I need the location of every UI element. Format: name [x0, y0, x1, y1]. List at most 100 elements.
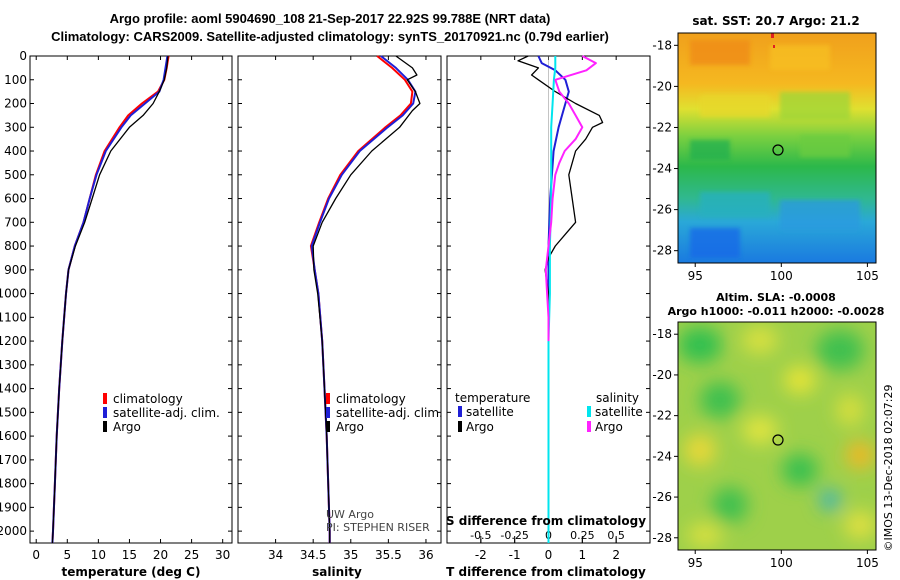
legend-label-s-satellite: satellite — [595, 405, 643, 419]
temperature-xtick-label: 5 — [63, 548, 71, 562]
depth-tick-label: 1600 — [0, 429, 27, 443]
temperature-xtick-label: 15 — [122, 548, 137, 562]
s-diff-tick-label: 0.5 — [607, 529, 625, 542]
legend-swatch-satellite — [103, 407, 107, 418]
sla-lat-tick-label: -24 — [652, 449, 672, 463]
panel-frame-0 — [29, 55, 233, 544]
sal-legend: climatology satellite-adj. clim. Argo UW… — [326, 392, 443, 534]
diff-legend: temperature satellite Argo salinity sate… — [446, 391, 646, 528]
sla-lon-tick-label: 95 — [688, 556, 703, 570]
sst-lat-tick-label: -20 — [652, 79, 672, 93]
depth-tick-label: 1900 — [0, 500, 27, 514]
sst-lat-tick-label: -24 — [652, 162, 672, 176]
depth-tick-label: 700 — [4, 215, 27, 229]
sla-lat-tick-label: -22 — [652, 409, 672, 423]
legend-swatch-satellite — [326, 407, 330, 418]
sal-xlabel: salinity — [312, 565, 362, 579]
legend-label-t-argo: Argo — [466, 420, 494, 434]
credit-stamp: ©IMOS 13-Dec-2018 02:07:29 — [882, 385, 895, 552]
sla-map-title-line1: Altim. SLA: -0.0008 — [716, 291, 836, 304]
legend-label-s-argo: Argo — [595, 420, 623, 434]
temperature-xtick-label: 10 — [91, 548, 106, 562]
s-diff-axis-label: S difference from climatology — [446, 514, 646, 528]
s-diff-tick-label: 0.25 — [570, 529, 595, 542]
temperature-series-climatology — [51, 55, 170, 544]
difference-xtick-label: -2 — [475, 548, 487, 562]
plot-title-line1: Argo profile: aoml 5904690_108 21-Sep-20… — [109, 11, 551, 26]
annotation-uw-argo: UW Argo — [326, 508, 374, 521]
difference-xtick-label: 0 — [545, 548, 553, 562]
sla-map — [678, 322, 876, 550]
depth-tick-label: 400 — [4, 144, 27, 158]
depth-tick-label: 0 — [19, 49, 27, 63]
salinity-xtick-label: 34 — [268, 548, 283, 562]
salinity-xtick-label: 35.5 — [375, 548, 402, 562]
legend-swatch-climatology — [103, 393, 107, 404]
legend-title-salinity: salinity — [596, 391, 639, 405]
depth-tick-label: 1300 — [0, 358, 27, 372]
temp-xlabel: temperature (deg C) — [62, 565, 201, 579]
depth-tick-label: 1500 — [0, 405, 27, 419]
depth-tick-label: 900 — [4, 263, 27, 277]
sla-lat-tick-label: -28 — [652, 531, 672, 545]
depth-tick-label: 300 — [4, 120, 27, 134]
legend-swatch-t-satellite — [458, 406, 462, 417]
temperature-xtick-label: 0 — [32, 548, 40, 562]
salinity-xtick-label: 35 — [343, 548, 358, 562]
salinity-xtick-label: 36 — [418, 548, 433, 562]
salinity-series-argo — [312, 55, 421, 543]
temperature-xtick-label: 25 — [184, 548, 199, 562]
difference-xtick-label: -1 — [509, 548, 521, 562]
legend-label-climatology: climatology — [113, 392, 183, 406]
difference-series-t-satellite — [537, 55, 570, 543]
legend-label-t-satellite: satellite — [466, 405, 514, 419]
depth-tick-label: 1100 — [0, 310, 27, 324]
difference-series-s-argo — [544, 55, 597, 342]
depth-tick-label: 800 — [4, 239, 27, 253]
difference-series-s-satellite — [547, 56, 557, 543]
sst-lat-tick-label: -22 — [652, 120, 672, 134]
legend-label-climatology: climatology — [336, 392, 406, 406]
legend-label-argo: Argo — [336, 420, 364, 434]
sst-map — [678, 33, 876, 263]
depth-tick-label: 500 — [4, 168, 27, 182]
temp-legend: climatology satellite-adj. clim. Argo — [103, 392, 220, 434]
sst-lat-tick-label: -28 — [652, 244, 672, 258]
depth-tick-label: 1800 — [0, 477, 27, 491]
depth-tick-label: 600 — [4, 192, 27, 206]
legend-swatch-s-argo — [587, 421, 591, 432]
legend-label-argo: Argo — [113, 420, 141, 434]
salinity-xtick-label: 34.5 — [300, 548, 327, 562]
s-diff-tick-label: -0.5 — [470, 529, 491, 542]
depth-tick-label: 2000 — [0, 524, 27, 538]
temperature-series-satellite-adj-clim- — [51, 55, 169, 544]
legend-swatch-s-satellite — [587, 406, 591, 417]
difference-xtick-label: 2 — [612, 548, 620, 562]
sst-lat-tick-label: -26 — [652, 203, 672, 217]
difference-series-t-argo — [517, 55, 604, 543]
legend-title-temperature: temperature — [455, 391, 530, 405]
sst-map-title: sat. SST: 20.7 Argo: 21.2 — [692, 14, 859, 28]
depth-tick-label: 100 — [4, 73, 27, 87]
temperature-xtick-label: 20 — [153, 548, 168, 562]
sst-lon-tick-label: 95 — [688, 269, 703, 283]
depth-tick-label: 1000 — [0, 287, 27, 301]
legend-swatch-argo — [326, 421, 330, 432]
legend-swatch-climatology — [326, 393, 330, 404]
sst-argo-location-marker — [772, 144, 784, 156]
depth-tick-label: 200 — [4, 97, 27, 111]
plot-title-line2: Climatology: CARS2009. Satellite-adjuste… — [51, 29, 609, 44]
s-diff-tick-label: -0.25 — [500, 529, 528, 542]
sst-lon-tick-label: 100 — [770, 269, 793, 283]
legend-swatch-argo — [103, 421, 107, 432]
sla-lat-tick-label: -20 — [652, 368, 672, 382]
sla-map-title-line2: Argo h1000: -0.011 h2000: -0.0028 — [668, 305, 885, 318]
sst-lat-tick-label: -18 — [652, 38, 672, 52]
difference-xtick-label: 1 — [579, 548, 587, 562]
diff-xlabel: T difference from climatology — [446, 565, 646, 579]
legend-label-satellite: satellite-adj. clim. — [336, 406, 443, 420]
sla-argo-location-marker — [772, 434, 784, 446]
sla-lon-tick-label: 100 — [770, 556, 793, 570]
legend-swatch-t-argo — [458, 421, 462, 432]
